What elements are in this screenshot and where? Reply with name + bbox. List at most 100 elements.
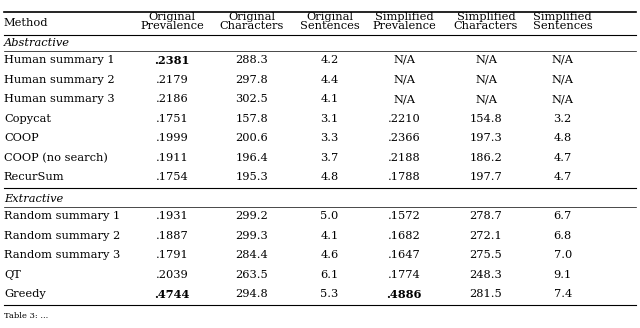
Text: 284.4: 284.4 bbox=[236, 250, 268, 260]
Text: 3.1: 3.1 bbox=[321, 114, 339, 124]
Text: 4.8: 4.8 bbox=[554, 133, 572, 143]
Text: 197.7: 197.7 bbox=[470, 173, 502, 182]
Text: RecurSum: RecurSum bbox=[4, 173, 65, 182]
Text: .2039: .2039 bbox=[156, 270, 188, 280]
Text: 6.1: 6.1 bbox=[321, 270, 339, 280]
Text: Simplified: Simplified bbox=[533, 12, 592, 22]
Text: 275.5: 275.5 bbox=[470, 250, 502, 260]
Text: Method: Method bbox=[4, 18, 49, 28]
Text: Sentences: Sentences bbox=[300, 21, 360, 31]
Text: 196.4: 196.4 bbox=[236, 153, 268, 163]
Text: 197.3: 197.3 bbox=[470, 133, 502, 143]
Text: .1774: .1774 bbox=[388, 270, 420, 280]
Text: 3.3: 3.3 bbox=[321, 133, 339, 143]
Text: Human summary 3: Human summary 3 bbox=[4, 94, 115, 104]
Text: .2188: .2188 bbox=[388, 153, 420, 163]
Text: .1682: .1682 bbox=[388, 231, 420, 241]
Text: .1751: .1751 bbox=[156, 114, 188, 124]
Text: 4.2: 4.2 bbox=[321, 55, 339, 65]
Text: .1791: .1791 bbox=[156, 250, 188, 260]
Text: .1647: .1647 bbox=[388, 250, 420, 260]
Text: N/A: N/A bbox=[552, 94, 573, 104]
Text: N/A: N/A bbox=[394, 55, 415, 65]
Text: .2179: .2179 bbox=[156, 74, 188, 85]
Text: 195.3: 195.3 bbox=[236, 173, 268, 182]
Text: COOP (no search): COOP (no search) bbox=[4, 153, 108, 163]
Text: 200.6: 200.6 bbox=[236, 133, 268, 143]
Text: 3.2: 3.2 bbox=[554, 114, 572, 124]
Text: 7.4: 7.4 bbox=[554, 289, 572, 299]
Text: .1754: .1754 bbox=[156, 173, 188, 182]
Text: 302.5: 302.5 bbox=[236, 94, 268, 104]
Text: 294.8: 294.8 bbox=[236, 289, 268, 299]
Text: Simplified: Simplified bbox=[375, 12, 434, 22]
Text: 4.7: 4.7 bbox=[554, 173, 572, 182]
Text: Random summary 1: Random summary 1 bbox=[4, 211, 120, 221]
Text: 157.8: 157.8 bbox=[236, 114, 268, 124]
Text: .2381: .2381 bbox=[154, 55, 189, 66]
Text: 281.5: 281.5 bbox=[470, 289, 502, 299]
Text: Prevalence: Prevalence bbox=[372, 21, 436, 31]
Text: .2186: .2186 bbox=[156, 94, 188, 104]
Text: 248.3: 248.3 bbox=[470, 270, 502, 280]
Text: N/A: N/A bbox=[394, 94, 415, 104]
Text: 4.1: 4.1 bbox=[321, 231, 339, 241]
Text: .1911: .1911 bbox=[156, 153, 188, 163]
Text: Characters: Characters bbox=[454, 21, 518, 31]
Text: Original: Original bbox=[148, 12, 195, 22]
Text: 4.7: 4.7 bbox=[554, 153, 572, 163]
Text: Random summary 3: Random summary 3 bbox=[4, 250, 120, 260]
Text: Random summary 2: Random summary 2 bbox=[4, 231, 120, 241]
Text: 4.8: 4.8 bbox=[321, 173, 339, 182]
Text: 278.7: 278.7 bbox=[470, 211, 502, 221]
Text: 5.3: 5.3 bbox=[321, 289, 339, 299]
Text: Table 3: ...: Table 3: ... bbox=[4, 312, 48, 320]
Text: 6.7: 6.7 bbox=[554, 211, 572, 221]
Text: 4.4: 4.4 bbox=[321, 74, 339, 85]
Text: Human summary 1: Human summary 1 bbox=[4, 55, 115, 65]
Text: 263.5: 263.5 bbox=[236, 270, 268, 280]
Text: N/A: N/A bbox=[475, 94, 497, 104]
Text: Characters: Characters bbox=[220, 21, 284, 31]
Text: .2366: .2366 bbox=[388, 133, 420, 143]
Text: N/A: N/A bbox=[552, 55, 573, 65]
Text: .1788: .1788 bbox=[388, 173, 420, 182]
Text: Sentences: Sentences bbox=[532, 21, 593, 31]
Text: N/A: N/A bbox=[475, 55, 497, 65]
Text: 5.0: 5.0 bbox=[321, 211, 339, 221]
Text: 297.8: 297.8 bbox=[236, 74, 268, 85]
Text: Original: Original bbox=[306, 12, 353, 22]
Text: Prevalence: Prevalence bbox=[140, 21, 204, 31]
Text: N/A: N/A bbox=[552, 74, 573, 85]
Text: N/A: N/A bbox=[394, 74, 415, 85]
Text: Human summary 2: Human summary 2 bbox=[4, 74, 115, 85]
Text: 7.0: 7.0 bbox=[554, 250, 572, 260]
Text: 186.2: 186.2 bbox=[470, 153, 502, 163]
Text: COOP: COOP bbox=[4, 133, 38, 143]
Text: 299.3: 299.3 bbox=[236, 231, 268, 241]
Text: Simplified: Simplified bbox=[457, 12, 515, 22]
Text: .1931: .1931 bbox=[156, 211, 188, 221]
Text: 4.1: 4.1 bbox=[321, 94, 339, 104]
Text: 6.8: 6.8 bbox=[554, 231, 572, 241]
Text: .1887: .1887 bbox=[156, 231, 188, 241]
Text: 4.6: 4.6 bbox=[321, 250, 339, 260]
Text: .2210: .2210 bbox=[388, 114, 420, 124]
Text: .4744: .4744 bbox=[154, 289, 189, 300]
Text: 9.1: 9.1 bbox=[554, 270, 572, 280]
Text: Greedy: Greedy bbox=[4, 289, 45, 299]
Text: 3.7: 3.7 bbox=[321, 153, 339, 163]
Text: Extractive: Extractive bbox=[4, 194, 63, 204]
Text: .1999: .1999 bbox=[156, 133, 188, 143]
Text: .4886: .4886 bbox=[387, 289, 422, 300]
Text: 272.1: 272.1 bbox=[470, 231, 502, 241]
Text: QT: QT bbox=[4, 270, 20, 280]
Text: 288.3: 288.3 bbox=[236, 55, 268, 65]
Text: 154.8: 154.8 bbox=[470, 114, 502, 124]
Text: 299.2: 299.2 bbox=[236, 211, 268, 221]
Text: Copycat: Copycat bbox=[4, 114, 51, 124]
Text: Original: Original bbox=[228, 12, 275, 22]
Text: N/A: N/A bbox=[475, 74, 497, 85]
Text: Abstractive: Abstractive bbox=[4, 38, 70, 48]
Text: .1572: .1572 bbox=[388, 211, 420, 221]
